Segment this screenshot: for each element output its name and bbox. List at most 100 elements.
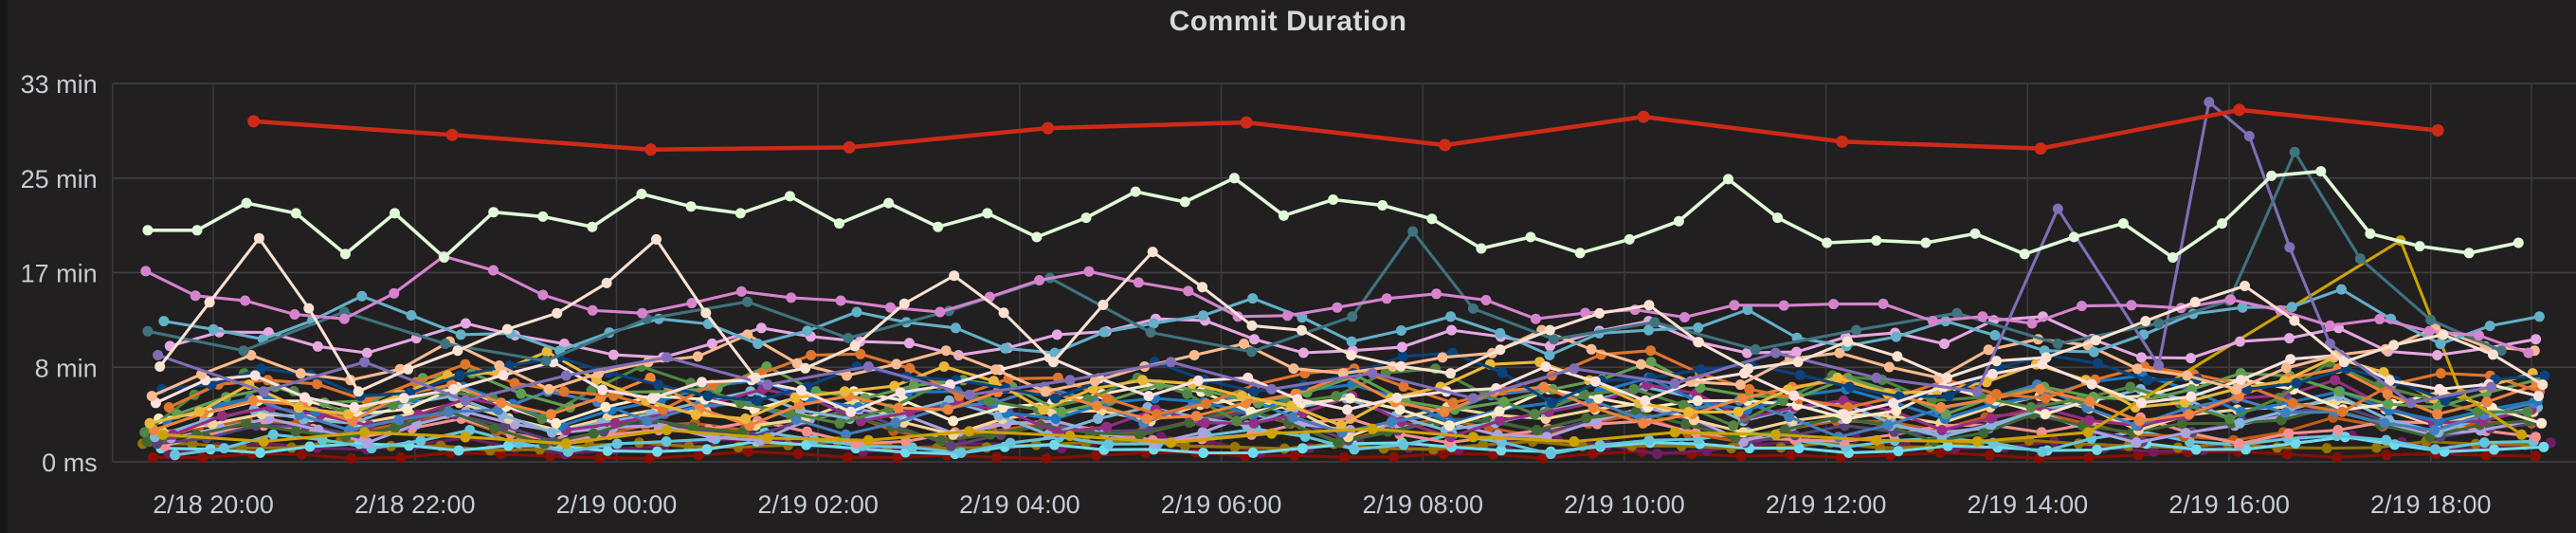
x-tick-label: 2/18 20:00 — [153, 490, 274, 519]
series-point-series-17 — [834, 417, 845, 429]
series-point-series-01 — [693, 450, 704, 461]
series-point-series-01 — [1438, 449, 1449, 460]
series-point-series-19 — [2084, 395, 2095, 407]
series-point-series-20 — [312, 378, 323, 390]
series-point-series-31 — [1495, 344, 1506, 356]
series-point-series-31 — [651, 233, 662, 245]
series-point-series-19 — [1092, 400, 1102, 412]
series-point-series-24 — [2086, 378, 2097, 390]
series-point-series-23 — [702, 391, 714, 401]
series-point-series-20 — [2435, 368, 2446, 379]
series-point-series-28 — [153, 350, 164, 360]
series-point-series-19 — [1935, 402, 1947, 413]
series-point-series-17 — [2522, 406, 2533, 417]
series-point-series-26 — [1437, 352, 1448, 363]
series-point-series-28 — [964, 389, 975, 400]
series-point-series-22 — [1871, 434, 1882, 446]
series-point-series-31 — [1048, 357, 1059, 368]
series-point-series-26 — [1089, 376, 1100, 387]
series-point-series-24 — [1540, 361, 1551, 372]
series-point-series-33 — [843, 140, 856, 154]
series-point-series-24 — [1192, 375, 1204, 386]
series-point-series-26 — [940, 345, 952, 357]
series-point-series-23 — [1943, 391, 1954, 402]
series-point-series-30 — [1133, 277, 1144, 288]
series-point-series-31 — [898, 298, 910, 309]
series-point-series-10 — [935, 434, 947, 446]
series-point-series-07 — [2530, 432, 2541, 443]
series-point-series-29 — [440, 339, 451, 349]
series-point-series-30 — [2324, 320, 2335, 331]
series-point-series-23 — [1397, 351, 1408, 362]
series-point-series-27 — [2286, 302, 2297, 313]
series-point-series-29 — [142, 325, 154, 337]
series-point-series-29 — [2425, 314, 2437, 325]
series-point-series-09 — [2131, 437, 2142, 449]
series-point-series-27 — [356, 290, 368, 302]
series-point-series-31 — [2041, 352, 2052, 363]
series-point-series-24 — [1391, 393, 1403, 403]
series-point-series-20 — [1398, 381, 1409, 392]
series-point-series-32 — [1279, 210, 1289, 221]
series-point-series-14 — [2429, 425, 2440, 435]
series-point-series-31 — [253, 232, 264, 244]
series-point-series-10 — [141, 436, 153, 447]
series-point-series-05 — [1594, 439, 1605, 450]
series-point-series-25 — [2235, 336, 2245, 347]
series-point-series-23 — [2093, 358, 2103, 369]
series-point-series-31 — [2189, 297, 2201, 307]
series-point-series-26 — [494, 360, 505, 371]
series-point-series-29 — [540, 356, 552, 366]
series-point-series-18 — [516, 388, 527, 399]
series-point-series-27 — [208, 323, 219, 335]
series-point-series-27 — [1445, 311, 1457, 322]
series-point-series-31 — [700, 307, 712, 319]
series-point-series-21 — [144, 417, 155, 429]
series-point-series-23 — [1497, 367, 1508, 378]
series-point-series-24 — [1838, 409, 1849, 420]
series-point-series-01 — [2331, 451, 2343, 463]
series-point-series-24 — [2235, 375, 2246, 386]
series-point-series-20 — [1201, 398, 1212, 409]
series-point-series-32 — [1624, 233, 1635, 245]
series-point-series-01 — [792, 449, 804, 460]
series-point-series-31 — [2090, 335, 2101, 346]
series-point-series-10 — [489, 423, 499, 434]
series-point-series-04 — [652, 446, 662, 457]
series-point-series-16 — [551, 417, 562, 429]
series-point-series-31 — [2487, 349, 2498, 360]
series-point-series-27 — [753, 339, 764, 349]
series-point-series-31 — [2537, 379, 2549, 391]
series-point-series-32 — [1920, 237, 1932, 248]
series-point-series-01 — [2480, 450, 2492, 461]
series-point-series-26 — [1239, 339, 1249, 349]
series-point-series-29 — [2289, 146, 2300, 157]
series-point-series-27 — [1643, 324, 1654, 336]
series-point-series-25 — [2186, 353, 2196, 364]
series-point-series-27 — [851, 306, 862, 318]
series-point-series-04 — [1049, 439, 1060, 450]
series-point-series-32 — [191, 225, 203, 236]
series-point-series-24 — [299, 392, 311, 403]
series-point-series-29 — [1951, 307, 1963, 319]
series-point-series-01 — [843, 451, 853, 463]
panel-title[interactable]: Commit Duration — [1169, 6, 1407, 37]
series-point-series-26 — [1288, 363, 1299, 375]
series-point-series-13 — [1248, 417, 1260, 429]
series-point-series-24 — [2533, 391, 2544, 402]
series-point-series-30 — [1828, 299, 1840, 310]
series-point-series-32 — [390, 208, 400, 219]
series-point-series-22 — [1367, 423, 1378, 434]
series-point-series-25 — [2531, 334, 2542, 345]
y-tick-label: 0 ms — [42, 449, 98, 477]
series-point-series-28 — [2204, 97, 2215, 108]
series-point-series-13 — [2084, 414, 2095, 426]
series-point-series-22 — [762, 432, 773, 444]
series-point-series-26 — [2132, 363, 2143, 375]
series-point-series-30 — [2026, 318, 2038, 329]
series-point-series-30 — [2423, 325, 2435, 337]
series-point-series-17 — [2473, 406, 2483, 417]
series-point-series-27 — [1544, 350, 1555, 360]
series-point-series-28 — [1971, 386, 1983, 397]
